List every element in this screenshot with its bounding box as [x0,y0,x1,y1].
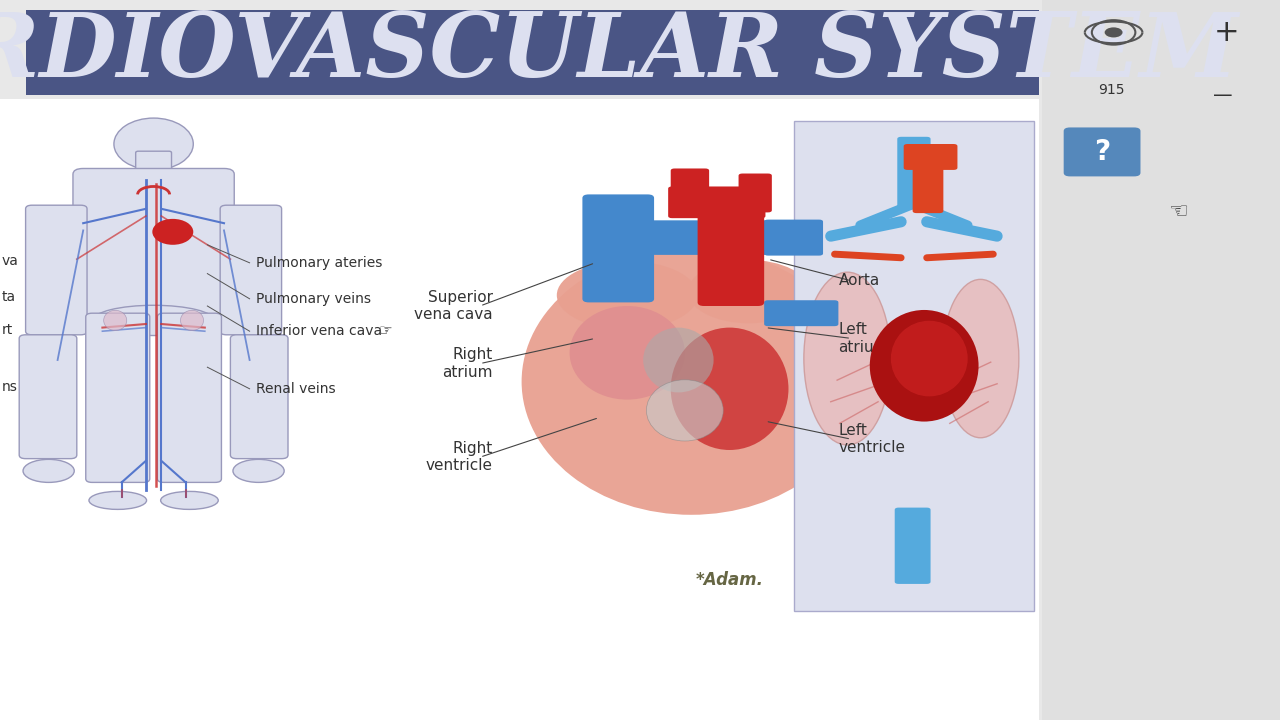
FancyBboxPatch shape [764,300,838,326]
Ellipse shape [233,459,284,482]
FancyBboxPatch shape [764,220,823,256]
Ellipse shape [88,491,146,510]
Ellipse shape [891,321,968,396]
Ellipse shape [671,328,788,450]
FancyBboxPatch shape [698,194,764,306]
Ellipse shape [804,272,891,445]
Text: —: — [1212,86,1233,104]
Ellipse shape [23,459,74,482]
Ellipse shape [152,219,193,245]
FancyBboxPatch shape [1064,127,1140,176]
Ellipse shape [522,248,861,515]
FancyBboxPatch shape [86,313,150,482]
FancyBboxPatch shape [73,168,234,315]
FancyBboxPatch shape [157,313,221,482]
FancyBboxPatch shape [1042,0,1280,720]
FancyBboxPatch shape [739,174,772,212]
Ellipse shape [646,379,723,441]
Text: Aorta: Aorta [838,274,879,288]
FancyBboxPatch shape [19,335,77,459]
Text: Pulmonary ateries: Pulmonary ateries [256,256,383,270]
Text: CARDIOVASCULAR SYSTEM: CARDIOVASCULAR SYSTEM [0,9,1239,96]
FancyBboxPatch shape [671,168,709,212]
Ellipse shape [114,118,193,170]
Ellipse shape [644,328,714,392]
Text: Pulmonary veins: Pulmonary veins [256,292,371,306]
FancyBboxPatch shape [230,335,288,459]
FancyBboxPatch shape [0,99,1039,720]
FancyBboxPatch shape [582,194,654,302]
Text: rt: rt [1,323,13,337]
Text: Right
atrium: Right atrium [443,348,493,380]
Ellipse shape [161,491,218,510]
Text: ☞: ☞ [379,324,393,338]
Text: Right
ventricle: Right ventricle [426,441,493,474]
FancyBboxPatch shape [136,151,172,181]
Ellipse shape [104,310,127,330]
Text: ns: ns [1,380,17,395]
Ellipse shape [180,310,204,330]
Text: +: + [1213,18,1239,47]
Text: Left
ventricle: Left ventricle [838,423,905,455]
Text: Renal veins: Renal veins [256,382,335,396]
Text: va: va [1,254,18,269]
FancyBboxPatch shape [904,144,957,170]
Ellipse shape [689,260,810,323]
Text: Left
atrium: Left atrium [838,323,888,354]
Ellipse shape [570,306,685,400]
Ellipse shape [942,279,1019,438]
Ellipse shape [92,305,214,336]
Text: ta: ta [1,290,15,305]
Ellipse shape [870,310,978,421]
Text: *Adam.: *Adam. [695,570,764,589]
FancyBboxPatch shape [26,10,1039,95]
Text: ?: ? [1094,138,1110,166]
Text: Inferior vena cava: Inferior vena cava [256,324,383,338]
FancyBboxPatch shape [897,137,931,210]
FancyBboxPatch shape [220,205,282,335]
FancyBboxPatch shape [668,186,765,218]
Ellipse shape [557,261,698,330]
Text: ☜: ☜ [1167,202,1188,222]
FancyBboxPatch shape [616,220,780,255]
Text: 915: 915 [1098,83,1125,97]
Circle shape [1105,27,1123,37]
FancyBboxPatch shape [895,508,931,584]
FancyBboxPatch shape [913,144,943,213]
Text: Superior
vena cava: Superior vena cava [415,290,493,323]
FancyBboxPatch shape [26,205,87,335]
FancyBboxPatch shape [794,121,1034,611]
